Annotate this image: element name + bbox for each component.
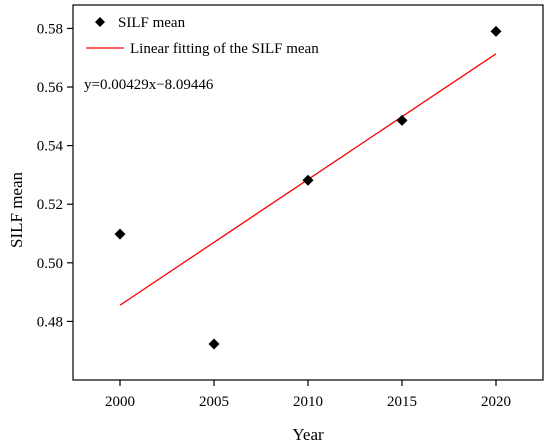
regression-equation: y=0.00429x−8.09446	[84, 77, 214, 93]
y-tick-label: 0.54	[37, 139, 64, 155]
x-tick-label: 2010	[293, 394, 323, 410]
plot-frame	[72, 4, 544, 381]
legend-diamond-marker	[95, 17, 105, 27]
y-tick-label: 0.56	[37, 80, 64, 96]
y-axis-ticks: 0.48 0.50 0.52 0.54 0.56 0.58	[37, 21, 73, 330]
y-tick-label: 0.48	[37, 314, 63, 330]
x-tick-label: 2015	[387, 394, 417, 410]
data-point	[208, 338, 220, 350]
y-axis-title: SILF mean	[7, 171, 26, 248]
x-tick-label: 2000	[105, 394, 135, 410]
data-points-layer	[114, 25, 502, 350]
legend-label-fit: Linear fitting of the SILF mean	[130, 41, 319, 57]
y-tick-label: 0.50	[37, 256, 63, 272]
data-point	[490, 25, 502, 37]
data-point	[396, 114, 408, 126]
x-tick-label: 2005	[199, 394, 229, 410]
x-axis-ticks: 2000 2005 2010 2015 2020	[105, 380, 511, 410]
y-tick-label: 0.52	[37, 197, 63, 213]
x-tick-label: 2020	[481, 394, 511, 410]
data-point	[114, 228, 126, 240]
plot-border	[72, 4, 544, 381]
legend: SILF mean Linear fitting of the SILF mea…	[86, 15, 319, 57]
y-tick-label: 0.58	[37, 21, 63, 37]
x-axis-title: Year	[292, 425, 324, 444]
data-point	[302, 174, 314, 186]
legend-label-scatter: SILF mean	[118, 15, 186, 31]
